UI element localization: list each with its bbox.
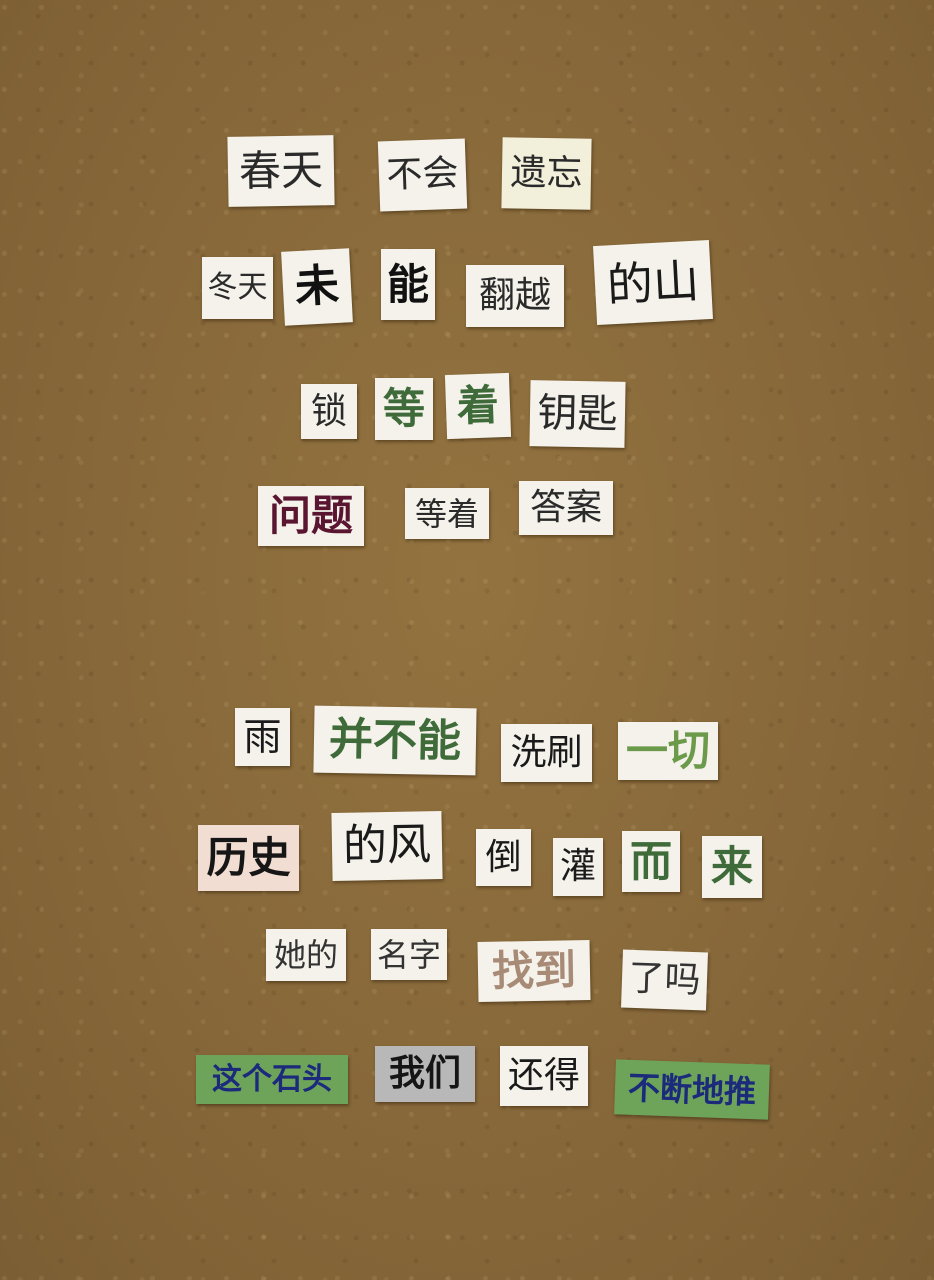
- clipping-17: 并不能: [313, 705, 477, 776]
- clipping-22: 倒: [476, 829, 531, 886]
- clipping-23: 灌: [553, 838, 603, 896]
- clipping-25: 来: [702, 836, 762, 898]
- clipping-16: 雨: [235, 708, 290, 766]
- clipping-29: 了吗: [621, 949, 708, 1011]
- clipping-33: 不断地推: [614, 1059, 770, 1120]
- clipping-24: 而: [622, 831, 680, 892]
- clipping-7: 翻越: [466, 265, 564, 327]
- clipping-27: 名字: [371, 929, 447, 980]
- clipping-18: 洗刷: [501, 724, 592, 782]
- clipping-21: 的风: [331, 811, 443, 881]
- clipping-15: 答案: [519, 481, 613, 535]
- clipping-12: 钥匙: [529, 380, 626, 448]
- clipping-6: 能: [381, 249, 435, 320]
- clipping-8: 的山: [593, 240, 713, 325]
- clipping-20: 历史: [198, 825, 299, 891]
- clipping-9: 锁: [301, 384, 357, 439]
- clipping-32: 还得: [500, 1046, 588, 1106]
- clipping-13: 问题: [258, 486, 364, 546]
- clipping-1: 春天: [227, 135, 335, 207]
- clipping-28: 找到: [477, 940, 591, 1002]
- clipping-26: 她的: [266, 929, 346, 981]
- clipping-10: 等: [375, 378, 433, 440]
- clipping-4: 冬天: [202, 257, 273, 319]
- clipping-19: 一切: [618, 722, 718, 780]
- clipping-14: 等着: [405, 488, 489, 539]
- clipping-5: 未: [281, 248, 353, 326]
- clipping-2: 不会: [377, 138, 468, 212]
- clipping-30: 这个石头: [196, 1055, 348, 1104]
- clipping-3: 遗忘: [501, 137, 592, 210]
- clipping-31: 我们: [375, 1046, 475, 1102]
- clipping-11: 着: [444, 372, 512, 440]
